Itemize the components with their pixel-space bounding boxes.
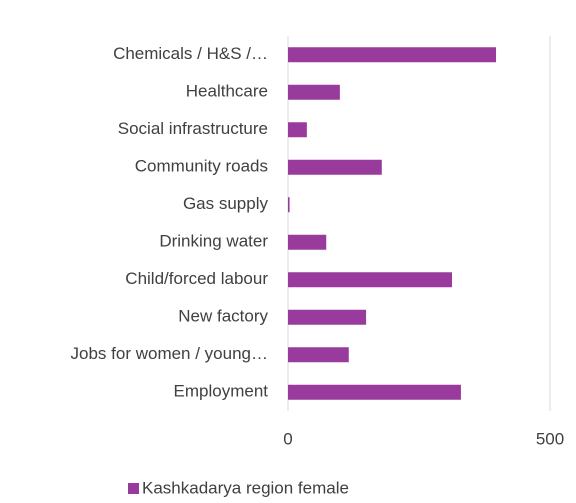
bar — [288, 197, 290, 213]
x-tick-label: 0 — [283, 429, 292, 448]
bar — [288, 84, 340, 100]
legend-swatch — [128, 483, 139, 494]
bar — [288, 347, 349, 363]
y-tick-label: Jobs for women / young… — [71, 344, 268, 363]
bar — [288, 234, 327, 250]
legend-label: Kashkadarya region female — [142, 478, 349, 497]
bar — [288, 47, 497, 63]
y-tick-label: New factory — [178, 307, 268, 326]
bar — [288, 384, 461, 400]
x-tick-label: 500 — [536, 429, 564, 448]
bar — [288, 272, 453, 288]
y-tick-label: Gas supply — [183, 194, 269, 213]
y-tick-label: Drinking water — [159, 232, 268, 251]
bar — [288, 122, 307, 138]
y-tick-label: Chemicals / H&S /… — [113, 44, 268, 63]
bar — [288, 309, 367, 325]
y-tick-label: Healthcare — [186, 82, 268, 101]
y-tick-label: Child/forced labour — [125, 269, 268, 288]
y-tick-label: Social infrastructure — [118, 119, 268, 138]
y-tick-label: Community roads — [135, 157, 268, 176]
y-tick-label: Employment — [174, 382, 269, 401]
bar — [288, 159, 382, 175]
